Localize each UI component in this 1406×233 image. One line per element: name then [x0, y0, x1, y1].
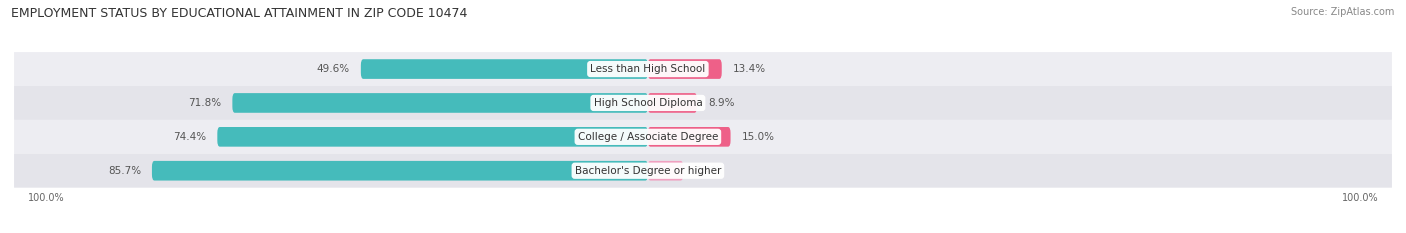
Text: College / Associate Degree: College / Associate Degree: [578, 132, 718, 142]
Text: Source: ZipAtlas.com: Source: ZipAtlas.com: [1291, 7, 1395, 17]
Text: 100.0%: 100.0%: [1341, 193, 1378, 203]
FancyBboxPatch shape: [14, 154, 1392, 188]
Text: 49.6%: 49.6%: [316, 64, 350, 74]
FancyBboxPatch shape: [648, 161, 683, 181]
FancyBboxPatch shape: [14, 120, 1392, 154]
Text: Bachelor's Degree or higher: Bachelor's Degree or higher: [575, 166, 721, 176]
Text: 6.4%: 6.4%: [695, 166, 721, 176]
Text: 15.0%: 15.0%: [741, 132, 775, 142]
Text: EMPLOYMENT STATUS BY EDUCATIONAL ATTAINMENT IN ZIP CODE 10474: EMPLOYMENT STATUS BY EDUCATIONAL ATTAINM…: [11, 7, 468, 20]
FancyBboxPatch shape: [361, 59, 648, 79]
FancyBboxPatch shape: [218, 127, 648, 147]
Text: 8.9%: 8.9%: [709, 98, 734, 108]
Text: 13.4%: 13.4%: [733, 64, 766, 74]
FancyBboxPatch shape: [232, 93, 648, 113]
Text: 100.0%: 100.0%: [28, 193, 65, 203]
Text: 85.7%: 85.7%: [108, 166, 141, 176]
FancyBboxPatch shape: [14, 52, 1392, 86]
FancyBboxPatch shape: [14, 86, 1392, 120]
FancyBboxPatch shape: [648, 93, 697, 113]
FancyBboxPatch shape: [152, 161, 648, 181]
Text: 71.8%: 71.8%: [188, 98, 221, 108]
FancyBboxPatch shape: [648, 59, 721, 79]
Text: High School Diploma: High School Diploma: [593, 98, 702, 108]
Text: Less than High School: Less than High School: [591, 64, 706, 74]
FancyBboxPatch shape: [648, 127, 731, 147]
Text: 74.4%: 74.4%: [173, 132, 207, 142]
